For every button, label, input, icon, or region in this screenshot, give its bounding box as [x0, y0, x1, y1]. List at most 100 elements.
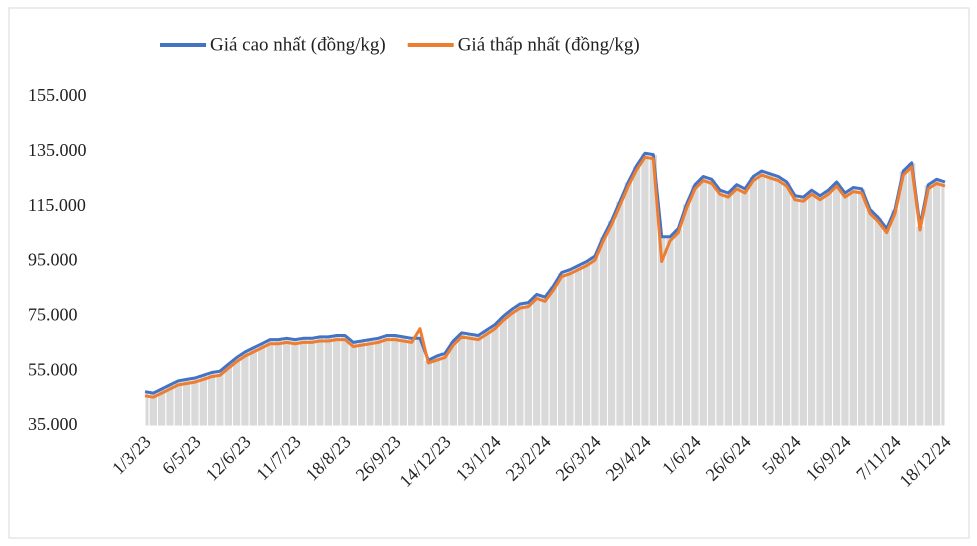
area-column — [357, 340, 367, 427]
area-column — [382, 335, 392, 427]
area-column — [290, 339, 300, 427]
area-column — [773, 176, 784, 427]
area-column — [448, 340, 458, 427]
area-column — [440, 352, 450, 427]
area-column — [573, 265, 584, 427]
area-column — [398, 336, 408, 427]
area-column — [740, 188, 750, 427]
y-tick-label: 135.000 — [28, 140, 87, 160]
area-column — [490, 324, 500, 427]
area-column — [598, 236, 609, 427]
area-column — [915, 225, 925, 427]
area-column — [657, 236, 667, 427]
area-column — [840, 192, 850, 427]
area-column — [832, 181, 842, 427]
area-column — [257, 343, 267, 427]
area-column — [732, 184, 742, 427]
area-column — [323, 336, 333, 427]
area-column — [390, 335, 400, 427]
area-column — [282, 337, 292, 427]
area-column — [507, 308, 517, 427]
y-tick-label: 155.000 — [28, 85, 87, 105]
area-column — [707, 178, 717, 427]
area-column — [515, 303, 525, 427]
area-column — [790, 195, 800, 427]
y-tick-label: 75.000 — [28, 304, 78, 324]
area-column — [798, 196, 809, 427]
area-column — [332, 335, 342, 427]
y-tick-label: 35.000 — [28, 414, 78, 434]
area-column — [373, 337, 383, 427]
area-column — [640, 152, 650, 427]
area-column — [265, 339, 275, 427]
series-line — [144, 155, 946, 399]
area-column — [807, 189, 817, 427]
series-line — [144, 151, 946, 395]
area-column — [340, 335, 350, 427]
area-column — [232, 356, 242, 427]
area-column — [548, 285, 559, 427]
area-column — [432, 355, 442, 427]
area-column — [890, 208, 900, 427]
area-column — [582, 261, 592, 427]
area-column — [765, 173, 775, 427]
area-column — [932, 178, 942, 427]
area-column — [315, 336, 325, 427]
area-column — [182, 378, 192, 427]
area-column — [865, 208, 875, 427]
area-column — [498, 315, 508, 427]
area-column — [782, 181, 792, 427]
area-column — [607, 219, 617, 427]
area-column — [482, 329, 492, 427]
area-column — [882, 228, 892, 427]
area-column — [723, 192, 734, 427]
y-tick-label: 55.000 — [28, 359, 78, 379]
area-column — [590, 255, 600, 427]
area-column — [248, 347, 259, 427]
area-column — [207, 372, 217, 427]
area-column — [540, 296, 550, 427]
y-tick-label: 115.000 — [28, 195, 86, 215]
area-column — [698, 176, 709, 427]
area-column — [748, 176, 759, 427]
area-column — [457, 332, 467, 427]
area-column — [215, 370, 225, 427]
area-column — [423, 359, 433, 427]
area-column — [907, 162, 917, 427]
area-column — [873, 217, 884, 427]
area-column — [557, 271, 567, 427]
area-column — [823, 189, 834, 427]
area-column — [715, 189, 725, 427]
area-column — [365, 339, 375, 427]
area-column — [415, 337, 425, 427]
area-column — [940, 181, 946, 427]
area-column — [623, 181, 634, 427]
area-column — [465, 333, 475, 427]
area-column — [190, 377, 200, 427]
area-column — [307, 337, 317, 427]
area-column — [923, 184, 934, 427]
area-column — [615, 200, 625, 427]
area-column — [298, 337, 308, 427]
area-column — [273, 339, 283, 427]
area-column — [857, 188, 867, 427]
area-column — [815, 195, 825, 427]
area-column — [198, 374, 209, 427]
legend-label: Giá thấp nhất (đồng/kg) — [458, 34, 640, 55]
area-column — [690, 184, 700, 427]
area-column — [240, 351, 250, 427]
area-column — [673, 228, 684, 427]
area-column — [223, 363, 234, 427]
legend-label: Giá cao nhất (đồng/kg) — [210, 34, 386, 55]
area-column — [565, 269, 575, 427]
y-tick-label: 95.000 — [28, 250, 78, 270]
area-column — [407, 337, 417, 427]
area-column — [682, 203, 692, 427]
area-column — [348, 341, 358, 427]
area-column — [632, 165, 642, 427]
area-column — [898, 170, 909, 427]
area-column — [532, 293, 542, 427]
area-column — [757, 170, 767, 427]
area-column — [665, 236, 675, 427]
